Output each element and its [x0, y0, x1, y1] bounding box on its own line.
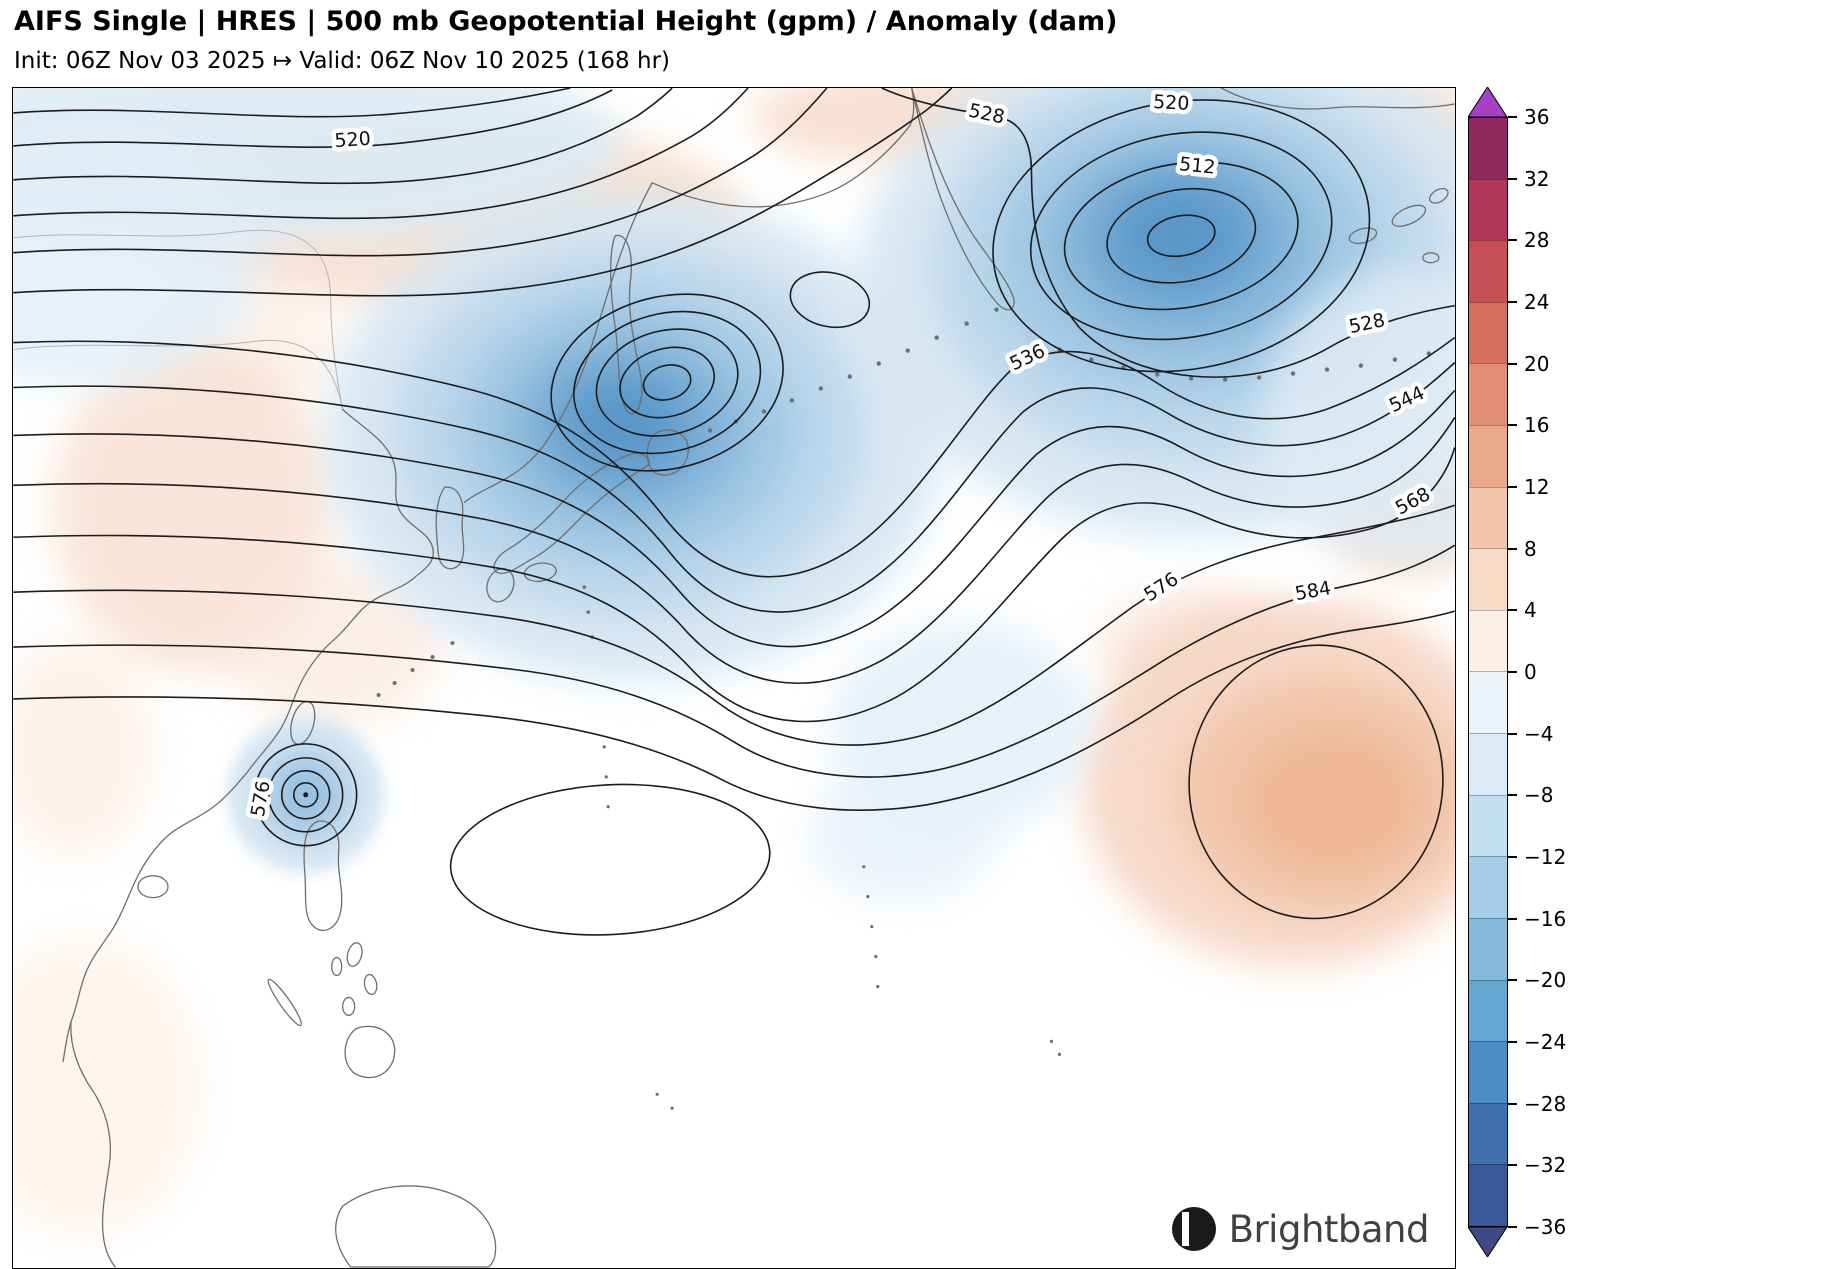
- colorbar: 36 32 28 24 20 16 12 8 4 0 −4 −8 −12 −16 −20 −24 −28 −32 −…: [1468, 87, 1618, 1257]
- colorbar-segment: [1469, 979, 1507, 1042]
- colorbar-segment: [1469, 178, 1507, 241]
- brightband-logo-icon: [1171, 1207, 1216, 1251]
- island-dots: [376, 307, 1432, 1110]
- colorbar-tick: 36: [1508, 107, 1549, 127]
- colorbar-tick: 8: [1508, 539, 1537, 559]
- colorbar-tick: 16: [1508, 415, 1549, 435]
- colorbar-segment: [1469, 363, 1507, 426]
- colorbar-segment: [1469, 118, 1507, 179]
- brightband-logo-text: Brightband: [1228, 1207, 1430, 1251]
- colorbar-tick: −24: [1508, 1032, 1566, 1052]
- colorbar-tick: 20: [1508, 354, 1549, 374]
- colorbar-tick: −12: [1508, 847, 1566, 867]
- colorbar-segment: [1469, 671, 1507, 734]
- colorbar-segment: [1469, 794, 1507, 857]
- colorbar-segment: [1469, 609, 1507, 672]
- brightband-logo: Brightband: [1171, 1206, 1430, 1252]
- colorbar-tick: −8: [1508, 785, 1553, 805]
- map-panel: 520 528 520 512 536 528 544 568 576 584 …: [12, 87, 1456, 1269]
- colorbar-segments: [1468, 117, 1508, 1227]
- colorbar-tick: 28: [1508, 230, 1549, 250]
- colorbar-tick: 32: [1508, 169, 1549, 189]
- colorbar-segment: [1469, 733, 1507, 795]
- contour-label: 512: [1178, 153, 1216, 179]
- colorbar-segment: [1469, 301, 1507, 364]
- anomaly-map: 520 528 520 512 536 528 544 568 576 584 …: [13, 88, 1455, 1268]
- colorbar-tick: −36: [1508, 1217, 1566, 1237]
- colorbar-segment: [1469, 1102, 1507, 1165]
- contour-label: 520: [1153, 91, 1190, 115]
- colorbar-arrow-top: [1468, 87, 1508, 117]
- colorbar-tick: 12: [1508, 477, 1549, 497]
- page-title: AIFS Single | HRES | 500 mb Geopotential…: [14, 6, 1118, 37]
- colorbar-segment: [1469, 917, 1507, 980]
- colorbar-segment: [1469, 856, 1507, 918]
- anomaly-shading: [13, 88, 1455, 1237]
- colorbar-ticks: 36 32 28 24 20 16 12 8 4 0 −4 −8 −12 −16 −20 −24 −28 −32 −…: [1508, 107, 1608, 1237]
- contour-label: 520: [334, 128, 372, 152]
- colorbar-tick: −32: [1508, 1155, 1566, 1175]
- colorbar-segment: [1469, 425, 1507, 487]
- colorbar-tick: −28: [1508, 1094, 1566, 1114]
- colorbar-arrow-bottom: [1468, 1227, 1508, 1257]
- height-contours: [13, 88, 1455, 936]
- colorbar-tick: 24: [1508, 292, 1549, 312]
- page-subtitle: Init: 06Z Nov 03 2025 ↦ Valid: 06Z Nov 1…: [14, 48, 670, 74]
- colorbar-segment: [1469, 486, 1507, 549]
- colorbar-tick: −16: [1508, 909, 1566, 929]
- coastlines: [13, 88, 1455, 1268]
- colorbar-segment: [1469, 240, 1507, 302]
- colorbar-segment: [1469, 1041, 1507, 1103]
- colorbar-segment: [1469, 1164, 1507, 1226]
- colorbar-tick: 0: [1508, 662, 1537, 682]
- colorbar-tick: 4: [1508, 600, 1537, 620]
- colorbar-tick: −4: [1508, 724, 1553, 744]
- colorbar-tick: −20: [1508, 970, 1566, 990]
- colorbar-segment: [1469, 548, 1507, 610]
